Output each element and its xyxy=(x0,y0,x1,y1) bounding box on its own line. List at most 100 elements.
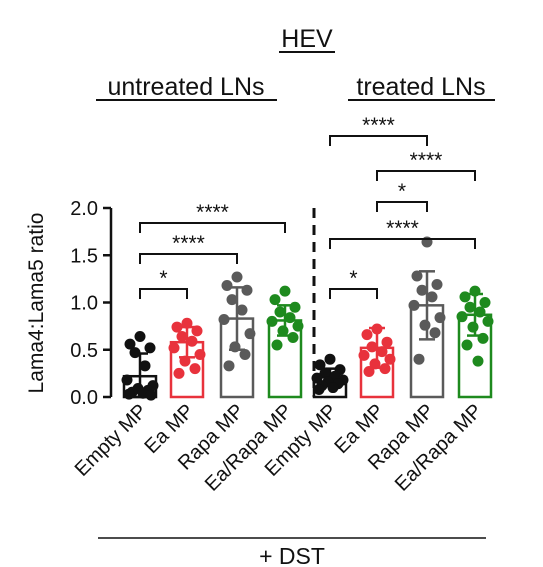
data-point xyxy=(361,329,373,341)
data-point xyxy=(271,339,283,351)
data-point xyxy=(408,299,420,311)
data-point xyxy=(289,301,301,313)
significance-label: **** xyxy=(386,217,419,240)
y-tick-label: 0.5 xyxy=(70,340,98,362)
data-point xyxy=(171,321,183,333)
data-point xyxy=(479,297,491,308)
data-point xyxy=(469,285,481,297)
data-point xyxy=(411,270,423,282)
y-tick-label: 1.0 xyxy=(70,293,98,315)
data-point xyxy=(434,312,446,324)
data-point xyxy=(371,323,383,335)
data-point xyxy=(474,306,486,318)
data-points xyxy=(121,236,494,401)
data-point xyxy=(223,360,235,372)
data-point xyxy=(274,306,286,318)
data-point xyxy=(189,363,201,375)
significance-label: **** xyxy=(362,114,395,137)
data-point xyxy=(379,363,391,375)
data-point xyxy=(358,349,370,361)
data-point xyxy=(221,279,233,291)
significance-label: * xyxy=(349,267,357,290)
data-point xyxy=(266,315,278,327)
significance-label: **** xyxy=(172,232,205,255)
data-point xyxy=(456,311,468,323)
data-point xyxy=(129,347,141,359)
data-point xyxy=(186,335,198,347)
data-point xyxy=(363,365,375,377)
significance-bracket xyxy=(139,253,238,264)
data-point xyxy=(191,325,203,337)
data-point xyxy=(168,342,180,354)
data-point xyxy=(269,294,281,306)
data-point xyxy=(366,341,378,353)
significance-label: * xyxy=(159,267,167,290)
data-point xyxy=(381,336,393,348)
data-point xyxy=(413,353,425,365)
data-point xyxy=(123,388,135,400)
data-point xyxy=(369,358,381,370)
data-point xyxy=(292,320,304,332)
group-label-untreated: untreated LNs xyxy=(107,73,264,101)
data-point xyxy=(313,383,325,395)
significance-bracket xyxy=(329,238,476,249)
data-point xyxy=(218,314,230,326)
data-point xyxy=(121,374,133,386)
data-point xyxy=(239,348,251,360)
data-point xyxy=(467,321,479,333)
data-point xyxy=(173,367,185,379)
y-tick-label: 1.5 xyxy=(70,245,98,267)
data-point xyxy=(416,284,428,296)
data-point xyxy=(145,389,157,401)
data-point xyxy=(284,312,296,324)
data-point xyxy=(327,382,339,394)
significance-bracket xyxy=(329,288,378,299)
data-point xyxy=(459,291,471,303)
data-point xyxy=(226,294,238,306)
significance-bracket xyxy=(329,135,428,146)
bar xyxy=(409,304,445,399)
y-tick-label: 2.0 xyxy=(70,198,98,220)
data-point xyxy=(464,301,476,313)
data-point xyxy=(124,338,136,350)
data-point xyxy=(244,328,256,340)
significance-bracket xyxy=(376,201,428,212)
dst-label: + DST xyxy=(259,543,325,567)
chart-title: HEV xyxy=(281,25,333,53)
data-point xyxy=(277,325,289,337)
y-axis-label: Lama4:Lama5 ratio xyxy=(25,213,48,394)
data-point xyxy=(287,331,299,343)
data-point xyxy=(419,319,431,331)
group-label-treated: treated LNs xyxy=(356,73,485,101)
significance-bracket xyxy=(376,170,476,181)
significance-label: **** xyxy=(196,201,229,224)
y-axis: 0.0 0.5 1.0 1.5 2.0 xyxy=(70,198,113,409)
data-point xyxy=(139,360,151,372)
significance-label: * xyxy=(398,180,406,203)
data-point xyxy=(181,317,193,329)
data-point xyxy=(279,285,291,297)
y-tick-label: 0.0 xyxy=(70,387,98,409)
data-point xyxy=(231,271,243,283)
data-point xyxy=(134,331,146,343)
data-point xyxy=(319,367,331,379)
significance-label: **** xyxy=(410,149,443,172)
significance-brackets: *********************** xyxy=(139,114,476,299)
data-point xyxy=(426,291,438,303)
data-point xyxy=(144,342,156,354)
x-tick-label: Empty MP xyxy=(71,400,152,481)
data-point xyxy=(429,327,441,339)
data-point xyxy=(431,279,443,291)
data-point xyxy=(194,348,206,360)
data-point xyxy=(241,284,253,296)
data-point xyxy=(236,304,248,316)
data-point xyxy=(461,339,473,351)
data-point xyxy=(472,355,484,367)
data-point xyxy=(376,346,388,358)
data-point xyxy=(229,341,241,353)
data-point xyxy=(179,355,191,367)
significance-bracket xyxy=(139,222,286,233)
data-point xyxy=(176,331,188,343)
